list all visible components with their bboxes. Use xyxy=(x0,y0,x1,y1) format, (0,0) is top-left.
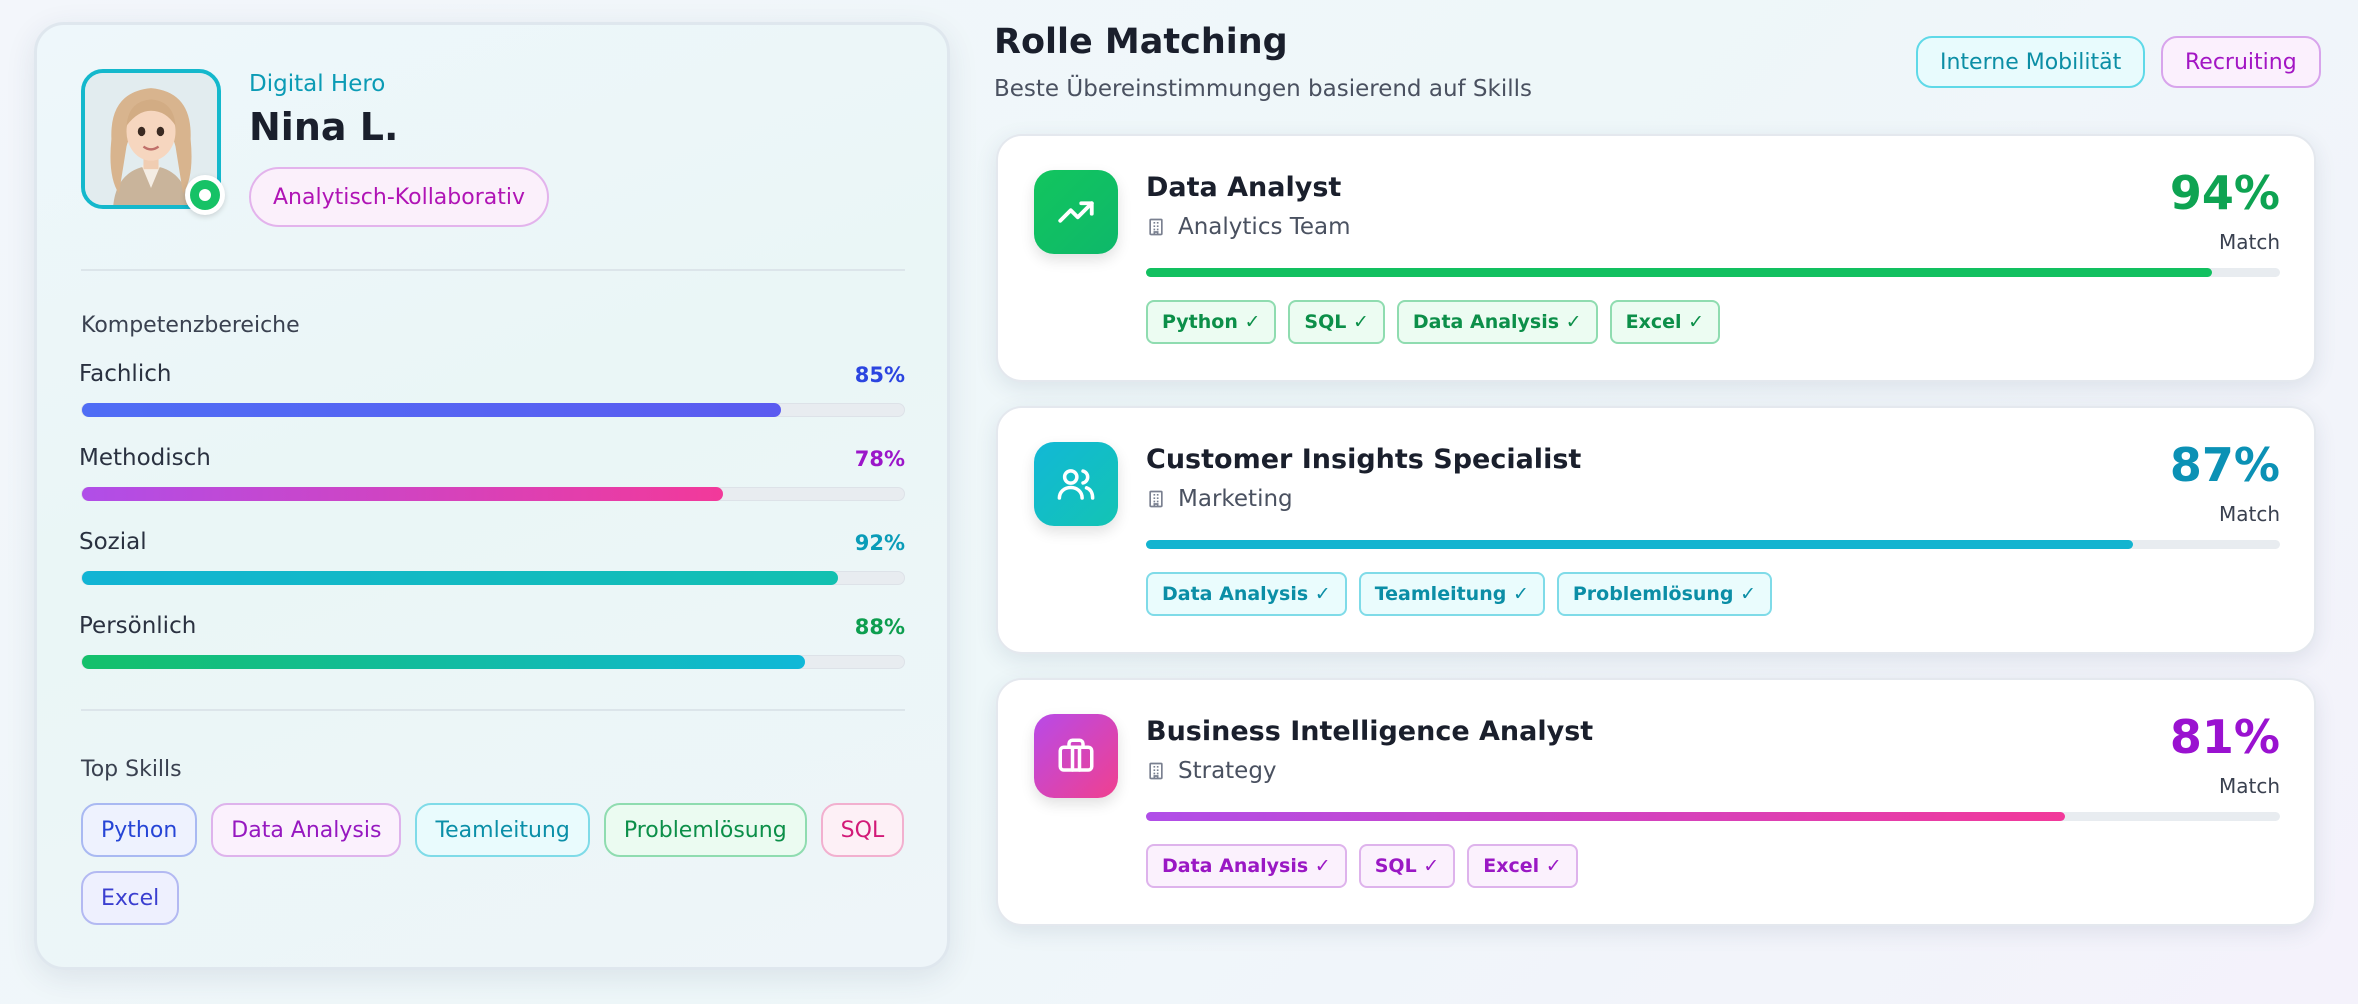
avatar-image xyxy=(85,73,217,205)
competency-row-fachlich: Fachlich 85% xyxy=(79,361,905,421)
match-progress-fill xyxy=(1146,540,2133,549)
role-skill-tag: Excel ✓ xyxy=(1467,844,1578,888)
building-icon xyxy=(1149,762,1163,780)
role-team-label: Analytics Team xyxy=(1178,214,1351,240)
competency-label: Methodisch xyxy=(79,445,211,471)
competency-progress-fill xyxy=(82,655,806,669)
competency-row-persoenlich: Persönlich 88% xyxy=(79,613,905,673)
matching-subtitle: Beste Übereinstimmungen basierend auf Sk… xyxy=(994,76,1532,102)
tab-recruiting[interactable]: Recruiting xyxy=(2161,36,2321,88)
profile-name: Nina L. xyxy=(249,105,399,149)
competency-progress-track xyxy=(81,655,905,669)
role-skill-tag: Excel ✓ xyxy=(1609,300,1721,344)
match-percentage: 87% xyxy=(2169,438,2280,492)
competency-value: 92% xyxy=(854,531,905,555)
competency-label: Fachlich xyxy=(79,361,172,387)
competency-progress-fill xyxy=(82,487,724,501)
competency-progress-track xyxy=(81,403,905,417)
match-progress-track xyxy=(1146,268,2280,277)
match-progress-fill xyxy=(1146,812,2065,821)
divider xyxy=(81,709,905,711)
skill-chip[interactable]: Teamleitung xyxy=(415,803,590,857)
competencies-title: Kompetenzbereiche xyxy=(81,313,300,338)
role-skill-tag: Problemlösung ✓ xyxy=(1556,572,1773,616)
avatar[interactable] xyxy=(81,69,221,209)
match-label: Match xyxy=(2218,230,2280,254)
role-skill-tag: SQL ✓ xyxy=(1288,300,1385,344)
competency-progress-track xyxy=(81,571,905,585)
match-percentage: 81% xyxy=(2169,710,2280,764)
competency-value: 88% xyxy=(854,615,905,639)
role-title: Business Intelligence Analyst xyxy=(1146,716,1594,747)
role-skill-tag: Python ✓ xyxy=(1146,300,1277,344)
role-skill-tag: Data Analysis ✓ xyxy=(1146,844,1347,888)
competency-progress-fill xyxy=(82,403,781,417)
matching-title: Rolle Matching xyxy=(994,22,1288,62)
top-skills-list: Python Data Analysis Teamleitung Problem… xyxy=(81,803,921,925)
role-team: Strategy xyxy=(1146,758,1277,784)
match-progress-fill xyxy=(1146,268,2212,277)
match-label: Match xyxy=(2218,774,2280,798)
match-percentage: 94% xyxy=(2169,166,2280,220)
role-title: Data Analyst xyxy=(1146,172,1342,203)
persona-badge: Analytisch-Kollaborativ xyxy=(249,167,549,227)
role-card-business-intelligence-analyst[interactable]: Business Intelligence Analyst Strategy 8… xyxy=(996,678,2316,926)
skill-chip[interactable]: Problemlösung xyxy=(603,803,807,857)
match-label: Match xyxy=(2218,502,2280,526)
competency-value: 78% xyxy=(854,447,905,471)
role-skill-list: Data Analysis ✓ Teamleitung ✓ Problemlös… xyxy=(1146,572,1773,616)
match-progress-track xyxy=(1146,540,2280,549)
match-progress-track xyxy=(1146,812,2280,821)
trending-up-icon xyxy=(1034,170,1118,254)
competency-row-sozial: Sozial 92% xyxy=(79,529,905,589)
competency-progress-track xyxy=(81,487,905,501)
role-skill-tag: SQL ✓ xyxy=(1358,844,1456,888)
skill-chip[interactable]: SQL xyxy=(820,803,905,857)
profile-role-label: Digital Hero xyxy=(249,71,386,97)
competency-label: Sozial xyxy=(79,529,147,555)
competency-row-methodisch: Methodisch 78% xyxy=(79,445,905,505)
role-skill-list: Data Analysis ✓ SQL ✓ Excel ✓ xyxy=(1146,844,1578,888)
building-icon xyxy=(1149,218,1163,236)
role-team-label: Marketing xyxy=(1178,486,1293,512)
skill-chip[interactable]: Excel xyxy=(81,871,180,925)
tab-internal-mobility[interactable]: Interne Mobilität xyxy=(1916,36,2146,88)
top-skills-title: Top Skills xyxy=(81,757,182,782)
role-card-customer-insights-specialist[interactable]: Customer Insights Specialist Marketing 8… xyxy=(996,406,2316,654)
role-skill-list: Python ✓ SQL ✓ Data Analysis ✓ Excel ✓ xyxy=(1146,300,1721,344)
role-skill-tag: Data Analysis ✓ xyxy=(1146,572,1347,616)
role-skill-tag: Data Analysis ✓ xyxy=(1396,300,1598,344)
skill-chip[interactable]: Python xyxy=(81,803,198,857)
competency-progress-fill xyxy=(82,571,839,585)
building-icon xyxy=(1149,490,1163,508)
profile-card: Digital Hero Nina L. Analytisch-Kollabor… xyxy=(34,22,950,970)
competency-value: 85% xyxy=(854,363,905,387)
role-title: Customer Insights Specialist xyxy=(1146,444,1582,475)
role-card-data-analyst[interactable]: Data Analyst Analytics Team 94% Match Py… xyxy=(996,134,2316,382)
online-status-icon xyxy=(185,175,225,215)
role-team: Analytics Team xyxy=(1146,214,1351,240)
role-skill-tag: Teamleitung ✓ xyxy=(1358,572,1545,616)
users-icon xyxy=(1034,442,1118,526)
competency-label: Persönlich xyxy=(79,613,197,639)
role-team-label: Strategy xyxy=(1178,758,1277,784)
role-team: Marketing xyxy=(1146,486,1293,512)
briefcase-icon xyxy=(1034,714,1118,798)
skill-chip[interactable]: Data Analysis xyxy=(211,803,402,857)
divider xyxy=(81,269,905,271)
